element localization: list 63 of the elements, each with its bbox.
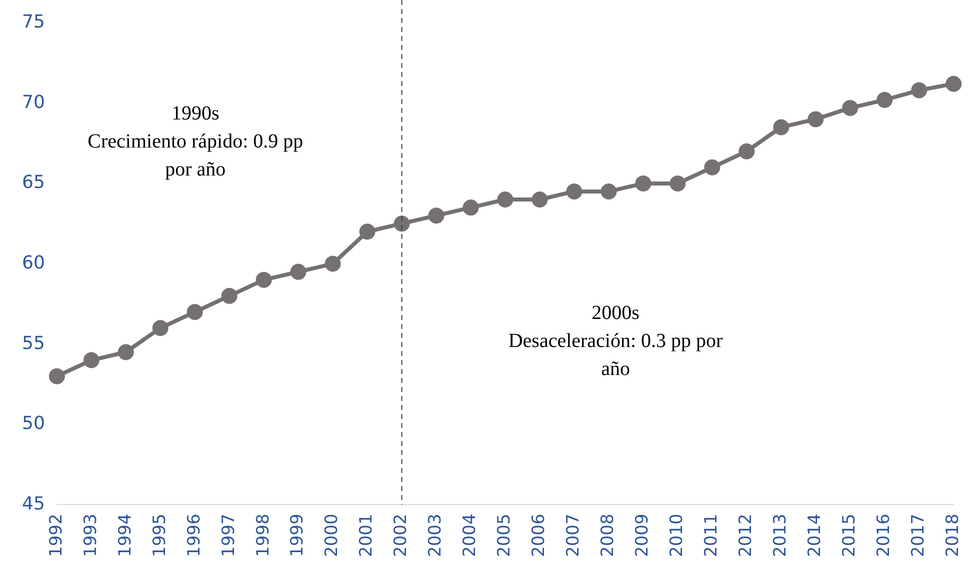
point xyxy=(256,272,272,288)
x-tick-label: 1997 xyxy=(218,514,239,557)
x-tick-label: 1993 xyxy=(80,514,101,557)
x-tick-label: 2009 xyxy=(632,514,653,557)
x-tick-label: 1994 xyxy=(115,514,136,557)
x-tick-label: 2010 xyxy=(667,514,688,557)
point xyxy=(462,200,479,216)
point xyxy=(324,256,341,272)
point xyxy=(152,320,168,336)
x-tick-label: 2004 xyxy=(460,514,480,557)
x-tick-label: 2003 xyxy=(426,514,446,557)
x-tick-label: 2011 xyxy=(702,514,722,557)
x-tick-label: 2016 xyxy=(874,514,894,557)
point xyxy=(394,216,410,232)
point xyxy=(359,224,376,240)
y-tick-label: 70 xyxy=(22,92,45,113)
y-tick-label: 65 xyxy=(22,172,45,194)
x-tick-label: 2012 xyxy=(736,514,756,557)
point xyxy=(738,143,755,160)
point xyxy=(221,288,238,304)
point xyxy=(497,192,514,208)
x-tick-label: 1995 xyxy=(150,514,170,557)
point xyxy=(773,119,790,136)
point xyxy=(670,175,686,192)
x-tick-label: 1996 xyxy=(184,514,204,557)
x-tick-label: 2002 xyxy=(391,514,412,557)
x-tick-label: 2008 xyxy=(598,514,618,557)
x-tick-label: 2001 xyxy=(356,514,377,557)
x-tick-label: 2017 xyxy=(908,514,929,557)
x-tick-label: 2007 xyxy=(564,514,584,557)
x-tick-label: 2005 xyxy=(494,514,515,557)
point xyxy=(118,344,134,360)
annotation: 2000s Desaceleración: 0.3 pp por año xyxy=(508,302,724,380)
y-tick-label: 75 xyxy=(22,11,45,32)
x-tick-label: 2014 xyxy=(805,514,826,557)
x-tick-label: 2013 xyxy=(770,514,791,557)
point xyxy=(428,208,444,224)
y-tick-label: 55 xyxy=(22,332,45,354)
point xyxy=(83,352,100,368)
point xyxy=(842,100,858,116)
point xyxy=(186,304,203,320)
point xyxy=(946,76,962,92)
point xyxy=(911,82,928,98)
x-tick-label: 2000 xyxy=(322,514,342,557)
x-tick-label: 2015 xyxy=(840,514,860,557)
point xyxy=(532,192,548,208)
x-tick-label: 1998 xyxy=(253,514,274,557)
y-tick-label: 50 xyxy=(22,413,45,434)
y-tick-label: 60 xyxy=(22,252,45,274)
x-tick-label: 2006 xyxy=(529,514,550,557)
y-tick-label: 45 xyxy=(22,493,45,514)
point xyxy=(635,175,652,192)
x-tick-label: 1999 xyxy=(288,514,308,557)
point xyxy=(704,159,720,176)
point xyxy=(48,368,65,384)
x-tick-label: 2018 xyxy=(943,514,964,557)
point xyxy=(566,183,582,200)
annotation: 1990s Crecimiento rápido: 0.9 pp por año xyxy=(88,102,304,180)
point xyxy=(876,92,893,108)
point xyxy=(290,264,306,280)
x-tick-label: 1992 xyxy=(46,514,66,557)
point xyxy=(600,183,617,200)
point xyxy=(808,111,824,128)
